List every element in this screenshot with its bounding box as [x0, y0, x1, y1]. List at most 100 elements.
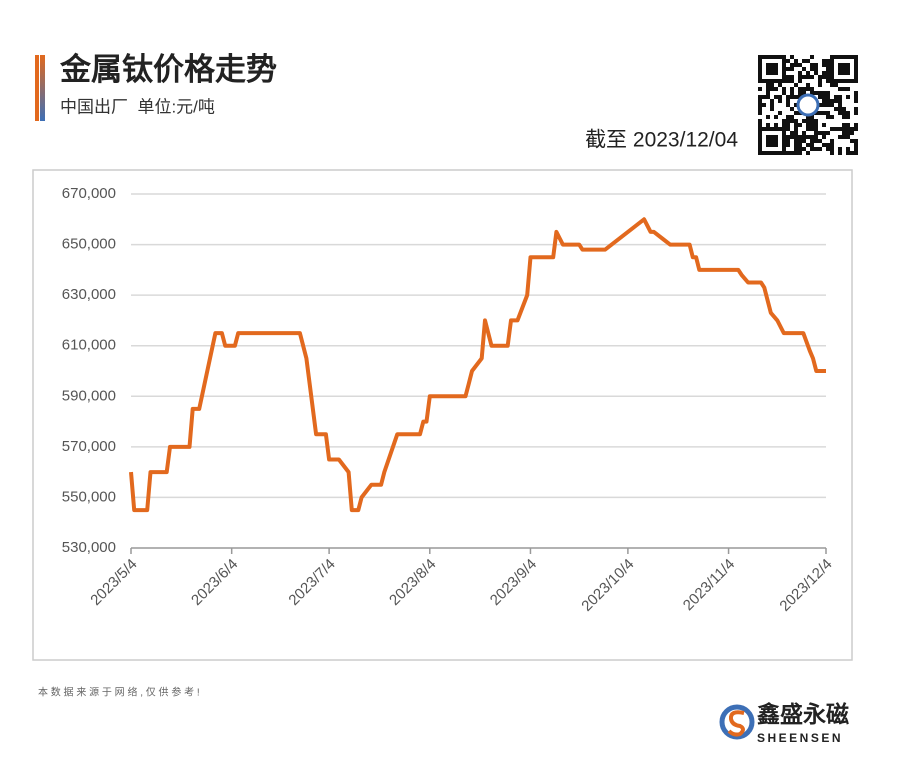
qr-cell: [762, 103, 766, 107]
qr-cell: [806, 115, 810, 119]
qr-cell: [834, 95, 838, 99]
qr-cell: [802, 131, 806, 135]
qr-cell: [806, 71, 810, 75]
qr-cell: [786, 143, 790, 147]
qr-cell: [762, 95, 766, 99]
qr-cell: [786, 123, 790, 127]
qr-cell: [814, 71, 818, 75]
qr-cell: [794, 139, 798, 143]
qr-cell: [790, 67, 794, 71]
qr-cell: [786, 103, 790, 107]
qr-cell: [810, 67, 814, 71]
qr-cell: [802, 139, 806, 143]
qr-cell: [830, 127, 834, 131]
qr-cell: [794, 135, 798, 139]
qr-cell: [770, 87, 774, 91]
qr-cell: [766, 115, 770, 119]
qr-cell: [822, 63, 826, 67]
qr-cell: [794, 143, 798, 147]
qr-cell: [846, 123, 850, 127]
qr-cell: [806, 151, 810, 155]
qr-cell: [810, 87, 814, 91]
qr-cell: [846, 147, 850, 151]
qr-cell: [790, 107, 794, 111]
qr-cell: [822, 111, 826, 115]
qr-cell: [854, 147, 858, 151]
qr-finder: [830, 55, 858, 83]
qr-cell: [846, 115, 850, 119]
qr-cell: [794, 119, 798, 123]
qr-cell: [842, 115, 846, 119]
qr-cell: [810, 75, 814, 79]
x-tick-label: 2023/12/4: [776, 556, 835, 615]
qr-cell: [798, 87, 802, 91]
qr-cell: [794, 83, 798, 87]
qr-cell: [802, 147, 806, 151]
qr-cell: [842, 127, 846, 131]
qr-cell: [782, 123, 786, 127]
qr-cell: [830, 139, 834, 143]
qr-cell: [790, 63, 794, 67]
qr-cell: [846, 131, 850, 135]
plot-frame: [32, 169, 853, 661]
qr-cell: [830, 143, 834, 147]
qr-cell: [786, 67, 790, 71]
qr-cell: [830, 83, 834, 87]
qr-cell: [854, 127, 858, 131]
qr-cell: [838, 111, 842, 115]
qr-cell: [854, 143, 858, 147]
qr-cell: [786, 99, 790, 103]
qr-cell: [850, 151, 854, 155]
qr-cell: [786, 119, 790, 123]
qr-cell: [826, 95, 830, 99]
qr-cell: [822, 91, 826, 95]
qr-cell: [822, 131, 826, 135]
qr-cell: [802, 119, 806, 123]
qr-cell: [842, 107, 846, 111]
x-tick-label: 2023/8/4: [386, 556, 439, 609]
qr-cell: [854, 139, 858, 143]
as-of-date: 截至 2023/12/04: [585, 129, 738, 152]
y-tick-label: 550,000: [62, 488, 116, 505]
qr-cell: [854, 111, 858, 115]
qr-cell: [834, 83, 838, 87]
qr-cell: [794, 63, 798, 67]
qr-cell: [822, 59, 826, 63]
qr-cell: [814, 147, 818, 151]
qr-cell: [782, 119, 786, 123]
qr-cell: [766, 87, 770, 91]
qr-cell: [826, 103, 830, 107]
qr-cell: [758, 119, 762, 123]
qr-cell: [818, 103, 822, 107]
qr-cell: [846, 87, 850, 91]
qr-finder: [766, 135, 778, 147]
qr-cell: [838, 127, 842, 131]
y-tick-label: 650,000: [62, 236, 116, 253]
qr-cell: [766, 91, 770, 95]
qr-cell: [758, 95, 762, 99]
qr-cell: [758, 99, 762, 103]
qr-cell: [798, 151, 802, 155]
qr-cell: [798, 71, 802, 75]
qr-cell: [826, 63, 830, 67]
qr-cell: [850, 131, 854, 135]
qr-cell: [810, 147, 814, 151]
qr-cell: [798, 63, 802, 67]
qr-cell: [842, 87, 846, 91]
qr-cell: [834, 99, 838, 103]
qr-cell: [814, 131, 818, 135]
qr-code: [758, 55, 858, 155]
x-tick-label: 2023/9/4: [487, 556, 540, 609]
qr-cell: [782, 91, 786, 95]
qr-cell: [834, 107, 838, 111]
qr-cell: [826, 143, 830, 147]
qr-cell: [838, 99, 842, 103]
qr-cell: [822, 95, 826, 99]
qr-cell: [822, 143, 826, 147]
qr-cell: [826, 147, 830, 151]
brand-name: 鑫盛永磁: [756, 701, 849, 727]
qr-cell: [854, 95, 858, 99]
qr-cell: [794, 123, 798, 127]
qr-cell: [822, 99, 826, 103]
qr-cell: [806, 83, 810, 87]
